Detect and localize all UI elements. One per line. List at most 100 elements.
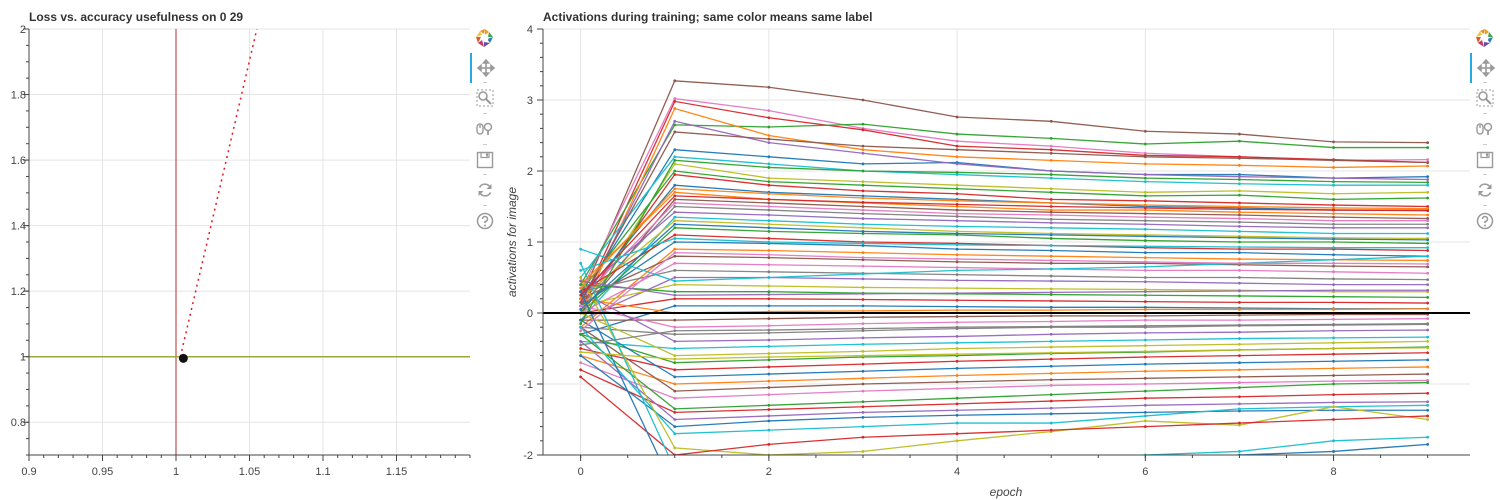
reset-icon[interactable] xyxy=(470,178,500,202)
activation-point xyxy=(1426,161,1430,164)
activation-series-line xyxy=(580,216,1428,321)
activation-point xyxy=(955,439,959,443)
activation-point xyxy=(673,169,677,173)
activation-point xyxy=(955,286,959,290)
right-plot[interactable]: Activations during training; same color … xyxy=(505,10,1470,499)
activation-point xyxy=(955,192,959,196)
activation-point xyxy=(673,240,677,244)
activation-point xyxy=(1049,249,1053,252)
activation-point xyxy=(1426,183,1430,187)
activation-point xyxy=(1238,323,1241,327)
activation-point xyxy=(955,347,959,350)
activation-series-line xyxy=(580,211,1428,293)
activation-point xyxy=(861,98,865,102)
activation-point xyxy=(579,308,583,311)
activation-point xyxy=(673,123,677,127)
activation-point xyxy=(861,151,865,155)
activation-point xyxy=(1049,205,1053,208)
activation-point xyxy=(1238,156,1241,160)
activation-point xyxy=(579,318,583,322)
activation-point xyxy=(1238,276,1241,279)
activation-point xyxy=(767,208,771,212)
activation-point xyxy=(861,286,865,289)
activation-point xyxy=(861,369,865,373)
activation-point xyxy=(955,115,959,119)
pan-icon[interactable] xyxy=(470,53,500,83)
toolbar-separator xyxy=(1483,113,1487,114)
activation-point xyxy=(1238,289,1241,293)
activation-point xyxy=(955,173,959,176)
activation-point xyxy=(1332,401,1335,404)
activation-point xyxy=(861,208,865,212)
activation-point xyxy=(861,298,865,301)
activation-point xyxy=(1332,336,1335,340)
activation-point xyxy=(1049,340,1053,343)
activation-point xyxy=(767,116,771,120)
activation-point xyxy=(955,396,959,400)
help-icon[interactable] xyxy=(470,209,500,233)
activation-point xyxy=(673,329,677,333)
activation-point xyxy=(1143,151,1147,155)
activation-point xyxy=(861,180,865,184)
activation-series-line xyxy=(580,323,1428,335)
activation-point xyxy=(1238,281,1241,285)
activation-point xyxy=(1238,381,1241,384)
left-grid xyxy=(28,28,470,455)
activation-point xyxy=(1143,212,1147,216)
activation-point xyxy=(1143,155,1147,159)
activation-point xyxy=(1049,371,1053,375)
box-zoom-icon[interactable] xyxy=(470,86,500,110)
wheel-zoom-icon[interactable] xyxy=(470,117,500,141)
activation-point xyxy=(1332,226,1335,230)
activation-point xyxy=(579,340,583,343)
activation-point xyxy=(1143,290,1147,294)
wheel-zoom-icon[interactable] xyxy=(1470,117,1500,141)
activation-point xyxy=(673,418,677,421)
activation-point xyxy=(1143,203,1147,207)
activation-point xyxy=(861,226,865,230)
activation-point xyxy=(955,232,959,235)
save-icon[interactable] xyxy=(1470,148,1500,172)
activation-point xyxy=(673,432,677,436)
activation-point xyxy=(767,222,771,226)
activation-point xyxy=(1426,226,1430,230)
activation-point xyxy=(862,461,865,464)
activation-point xyxy=(955,199,959,203)
left-plot[interactable]: Loss vs. accuracy usefulness on 0 29 0.9… xyxy=(11,10,471,478)
activation-point xyxy=(1143,362,1147,366)
bokeh-logo-icon[interactable] xyxy=(1470,26,1500,50)
activation-point xyxy=(767,226,771,230)
activation-point xyxy=(955,421,959,425)
activation-point xyxy=(1049,305,1053,309)
activation-point xyxy=(1049,345,1053,349)
left-x-tick-label: 0.95 xyxy=(92,466,113,478)
activation-point xyxy=(1426,178,1430,181)
activation-point xyxy=(673,201,677,205)
activation-point xyxy=(767,192,771,196)
right-x-tick-label: 0 xyxy=(578,466,584,478)
activation-point xyxy=(861,309,865,313)
box-zoom-icon[interactable] xyxy=(1470,86,1500,110)
toolbar-separator xyxy=(483,113,487,114)
activation-point xyxy=(1332,341,1335,345)
reset-icon[interactable] xyxy=(1470,178,1500,202)
toolbar-separator xyxy=(483,174,487,175)
activation-point xyxy=(1049,325,1053,328)
activation-point xyxy=(1332,408,1335,412)
activation-point xyxy=(955,380,959,384)
activation-point xyxy=(861,244,865,247)
activation-point xyxy=(673,293,677,297)
activation-point xyxy=(861,217,865,220)
activation-point xyxy=(1332,261,1335,265)
activation-series-line xyxy=(580,100,1428,307)
left-y-tick-label: 1.4 xyxy=(11,221,26,233)
activation-point xyxy=(1049,244,1053,247)
left-y-tick-label: 2 xyxy=(20,24,26,36)
activation-point xyxy=(1332,215,1335,219)
save-icon[interactable] xyxy=(470,148,500,172)
pan-icon[interactable] xyxy=(1470,53,1500,83)
bokeh-logo-icon[interactable] xyxy=(470,26,500,50)
help-icon[interactable] xyxy=(1470,209,1500,233)
activation-point xyxy=(1143,344,1147,348)
